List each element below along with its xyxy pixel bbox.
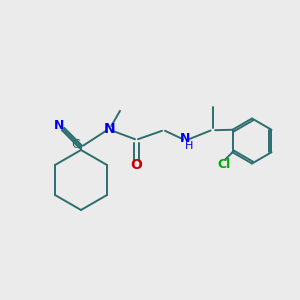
Text: C: C	[71, 138, 80, 151]
Text: H: H	[185, 140, 193, 151]
Text: N: N	[180, 131, 190, 145]
Text: N: N	[104, 122, 115, 136]
Text: N: N	[54, 119, 64, 132]
Text: Cl: Cl	[217, 158, 230, 171]
Text: O: O	[130, 158, 142, 172]
